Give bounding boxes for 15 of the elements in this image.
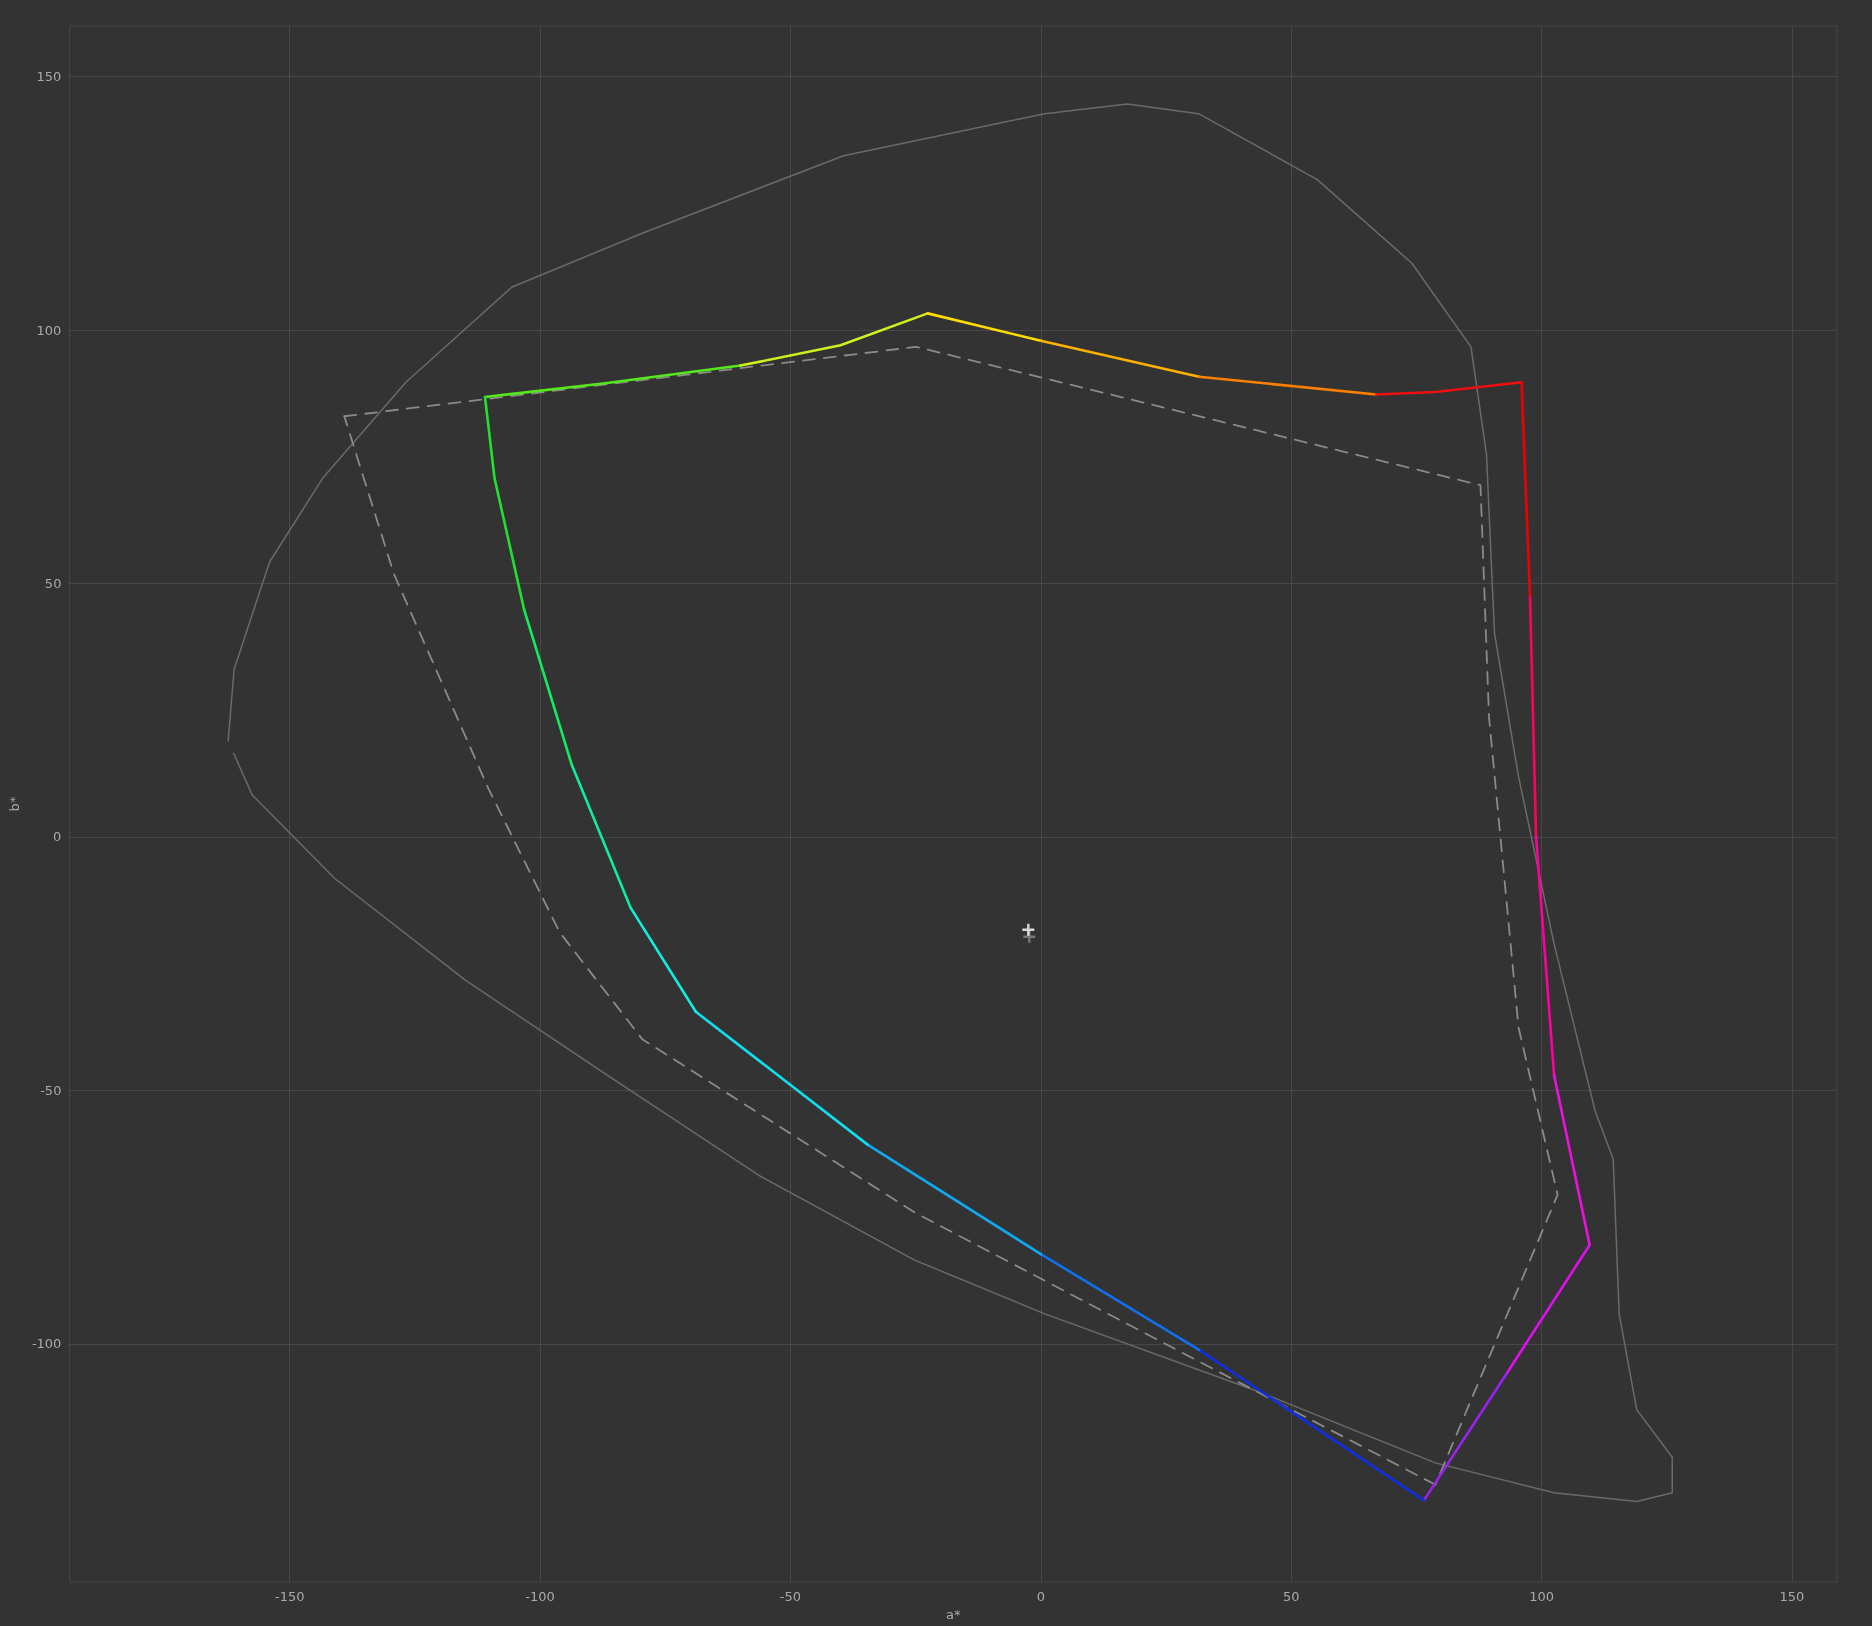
y-tick-label: 150	[36, 69, 62, 85]
x-tick-label: 150	[1779, 1589, 1805, 1604]
y-tick-label: -50	[40, 1082, 62, 1098]
y-tick-label: -100	[31, 1336, 62, 1352]
y-tick-label: 100	[36, 322, 62, 338]
y-tick-label: 0	[53, 829, 62, 845]
x-tick-label: 50	[1282, 1589, 1300, 1604]
x-tick-label: 100	[1529, 1589, 1554, 1604]
y-axis-title: b*	[7, 796, 22, 812]
x-tick-label: -50	[779, 1589, 802, 1604]
y-tick-label: 50	[44, 576, 62, 592]
x-tick-label: -100	[525, 1589, 555, 1604]
x-tick-label: -150	[274, 1589, 305, 1604]
x-tick-label: 0	[1036, 1589, 1045, 1604]
x-axis-title: a*	[945, 1606, 961, 1622]
